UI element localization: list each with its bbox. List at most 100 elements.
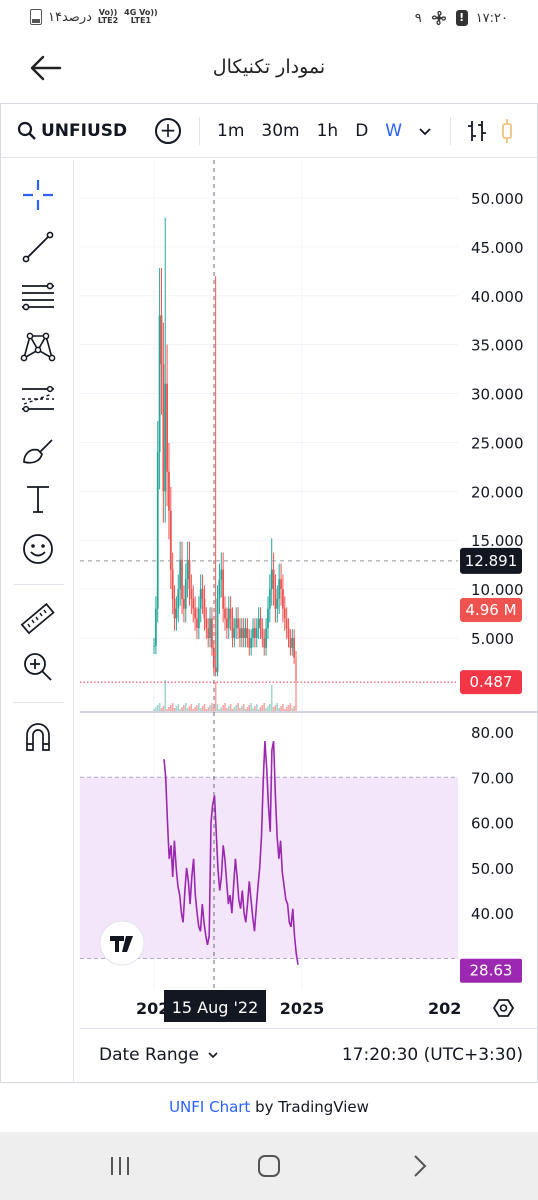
volume-bar <box>170 705 172 711</box>
recent-apps-button[interactable] <box>100 1152 140 1180</box>
candle-body <box>203 598 206 619</box>
volume-bar <box>257 709 260 711</box>
crosshair-price-label: 12.891 <box>465 552 518 570</box>
candle-body <box>153 645 155 647</box>
volume-bar <box>289 703 292 711</box>
rsi-axis-label: 80.00 <box>471 724 514 742</box>
unfi-chart-link[interactable]: UNFI Chart <box>169 1098 251 1116</box>
pattern-tool[interactable] <box>19 328 57 366</box>
volume-bar <box>212 708 215 711</box>
candle-body <box>164 383 167 492</box>
volume-bar <box>274 705 277 711</box>
candle-body <box>181 559 183 599</box>
bar-style-icon[interactable] <box>465 117 491 145</box>
candle-style-icon[interactable] <box>499 117 525 145</box>
candle-body <box>190 589 193 599</box>
plus-icon: + <box>159 117 177 142</box>
chevron-down-icon[interactable] <box>418 124 432 138</box>
home-icon <box>258 1155 280 1177</box>
crosshair-icon <box>23 180 53 210</box>
volume-bar <box>186 708 189 711</box>
candle-body <box>220 569 223 580</box>
candle-body <box>252 628 254 638</box>
tools-divider <box>14 584 64 585</box>
interval-30m[interactable]: 30m <box>261 120 300 141</box>
magnet-tool[interactable] <box>19 718 57 756</box>
chart-area[interactable]: 50.000 45.000 40.000 35.000 30.000 25.000 20.0… <box>80 160 538 1026</box>
volume-bar <box>166 709 168 711</box>
back-button[interactable] <box>26 52 66 84</box>
interval-w[interactable]: W <box>385 120 403 141</box>
fib-tool[interactable] <box>19 278 57 316</box>
app-header: نمودار تکنیکال <box>0 36 538 100</box>
volume-bar <box>171 703 174 711</box>
volume-bars <box>153 654 297 711</box>
forecast-tool[interactable] <box>19 380 57 418</box>
volume-bar <box>153 709 155 711</box>
candle-body <box>280 579 282 590</box>
text-tool[interactable] <box>19 480 57 518</box>
volume-bar <box>269 704 271 711</box>
volume-bar <box>222 705 224 711</box>
volume-bar <box>231 709 234 711</box>
network-indicator-2: 4G Vo)) LTE1 <box>124 8 158 25</box>
brush-tool[interactable] <box>19 432 57 470</box>
battery-icon <box>30 9 42 25</box>
chart-svg[interactable]: 50.000 45.000 40.000 35.000 30.000 25.000 20.0… <box>80 160 538 1026</box>
volume-bar <box>209 705 211 711</box>
candle-body <box>270 569 273 590</box>
tradingview-logo[interactable] <box>99 920 145 966</box>
volume-bar <box>156 705 159 711</box>
price-axis-label: 45.000 <box>471 239 524 257</box>
volume-bar <box>229 704 232 711</box>
price-axis-label: 35.000 <box>471 337 524 355</box>
price-axis-label: 15.000 <box>471 532 524 550</box>
candle-body <box>182 598 185 609</box>
attribution-suffix: by TradingView <box>250 1098 369 1116</box>
volume-bar <box>183 705 185 711</box>
horizontal-lines-icon <box>22 282 54 311</box>
crosshair-tool[interactable] <box>19 176 57 214</box>
zoom-tool[interactable] <box>19 648 57 686</box>
notification-count: ۹ <box>414 10 422 26</box>
candle-body <box>154 608 157 646</box>
candle-body <box>248 638 251 648</box>
emoji-tool[interactable] <box>19 530 57 568</box>
volume-bar <box>205 709 208 711</box>
volume-bar <box>190 704 193 711</box>
candle-body <box>160 315 163 365</box>
candle-body <box>272 569 275 590</box>
symbol-search[interactable]: UNFIUSD <box>17 121 137 141</box>
home-button[interactable] <box>249 1152 289 1180</box>
candle-body <box>257 618 260 629</box>
candle-body <box>291 638 294 648</box>
compare-add-button[interactable]: + <box>155 117 181 144</box>
chart-bottom-bar: Date Range 17:20:30 (UTC+3:30) <box>80 1028 537 1082</box>
price-axis-label: 25.000 <box>471 434 524 452</box>
candle-body <box>225 618 228 629</box>
rsi-axis: 80.00 70.00 60.00 50.00 40.00 <box>471 724 514 923</box>
interval-1h[interactable]: 1h <box>316 120 339 141</box>
candle-body <box>285 618 288 629</box>
warning-icon: ! <box>455 10 468 26</box>
volume-bar <box>211 703 213 711</box>
timezone-clock[interactable]: 17:20:30 (UTC+3:30) <box>341 1045 523 1065</box>
text-icon <box>27 486 49 513</box>
chart-settings-icon[interactable] <box>492 999 515 1017</box>
interval-d[interactable]: D <box>355 120 369 141</box>
volume-bar <box>265 708 267 711</box>
rsi-line <box>163 740 299 965</box>
volume-bar <box>261 705 264 711</box>
volume-bar <box>276 703 279 711</box>
date-range-button[interactable]: Date Range <box>99 1045 219 1065</box>
back-nav-button[interactable] <box>400 1152 440 1180</box>
last-price-tag <box>460 670 522 695</box>
candle-body <box>282 589 284 609</box>
chart-toolbar: UNFIUSD + 1m 30m 1h D W <box>1 104 537 158</box>
candle-body <box>237 618 239 629</box>
measure-tool[interactable] <box>19 600 57 638</box>
pattern-icon <box>20 332 56 362</box>
trend-line-tool[interactable] <box>19 228 57 266</box>
interval-1m[interactable]: 1m <box>217 120 245 141</box>
price-grid <box>80 160 458 990</box>
